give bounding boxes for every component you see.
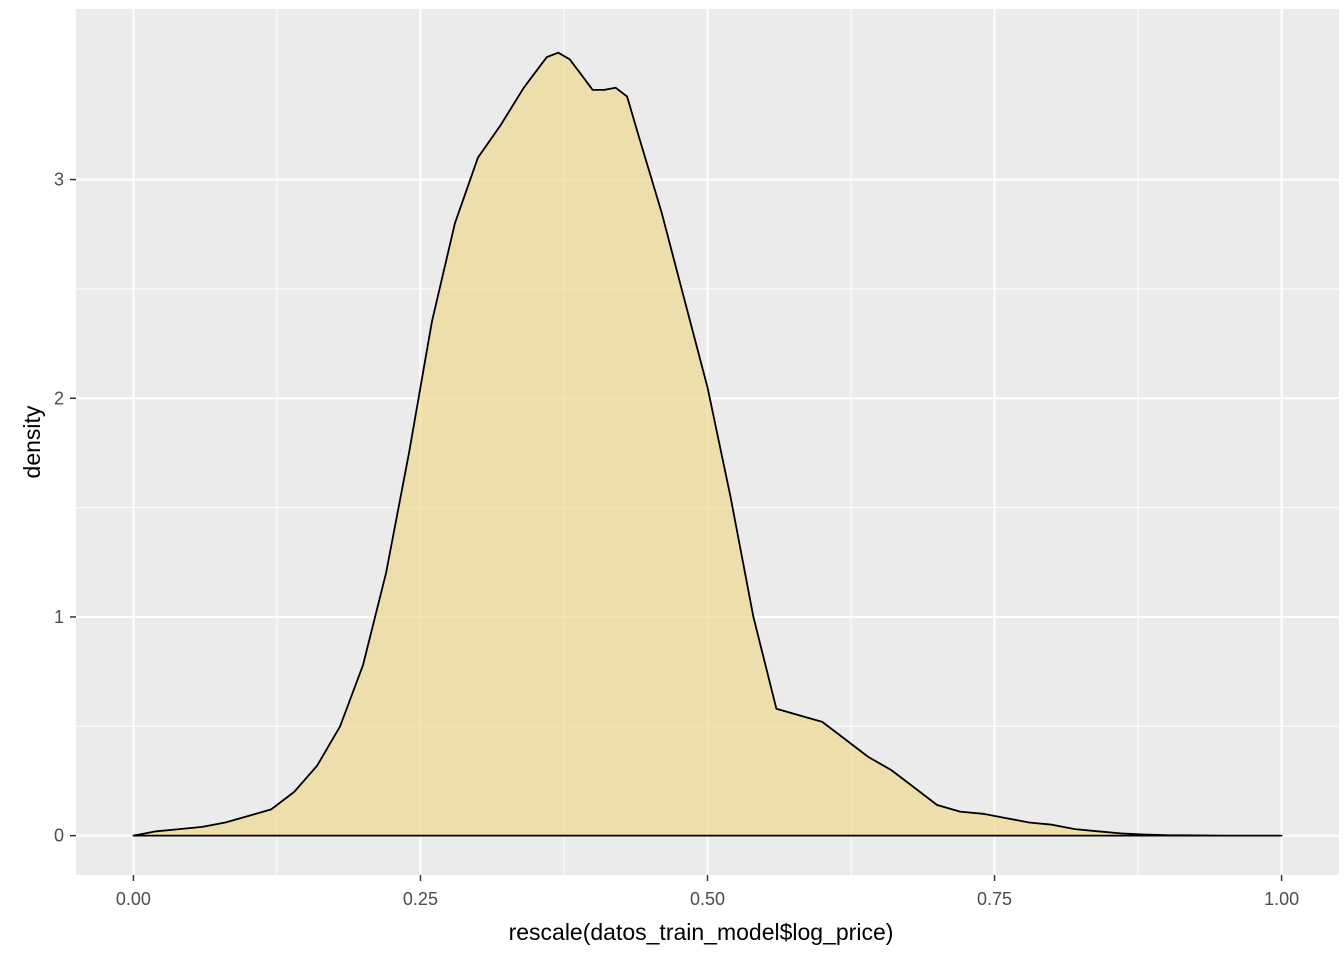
x-tick-label: 0.50 bbox=[690, 889, 725, 909]
density-area bbox=[133, 52, 1282, 836]
x-axis: 0.00 0.25 0.50 0.75 1.00 bbox=[116, 875, 1299, 909]
y-tick-label: 1 bbox=[54, 607, 64, 627]
x-tick-label: 1.00 bbox=[1264, 889, 1299, 909]
x-tick-label: 0.25 bbox=[403, 889, 438, 909]
y-tick-label: 0 bbox=[54, 826, 64, 846]
y-tick-label: 3 bbox=[54, 170, 64, 190]
y-axis-title: density bbox=[19, 405, 45, 478]
y-tick-label: 2 bbox=[54, 388, 64, 408]
x-axis-title: rescale(datos_train_model$log_price) bbox=[509, 919, 894, 945]
x-tick-label: 0.75 bbox=[977, 889, 1012, 909]
x-tick-label: 0.00 bbox=[116, 889, 151, 909]
y-axis: 0 1 2 3 bbox=[54, 170, 76, 846]
density-line bbox=[132, 51, 1283, 837]
